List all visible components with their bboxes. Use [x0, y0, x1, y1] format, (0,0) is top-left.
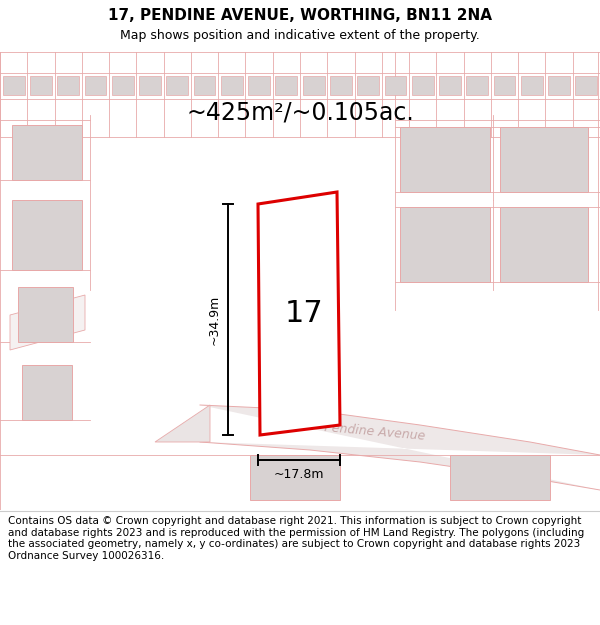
Bar — [12, 200, 82, 270]
Bar — [548, 76, 570, 94]
Bar — [112, 76, 134, 94]
Bar — [57, 76, 79, 94]
Bar — [3, 76, 25, 94]
Polygon shape — [10, 295, 85, 350]
Bar — [400, 127, 490, 192]
Text: Contains OS data © Crown copyright and database right 2021. This information is : Contains OS data © Crown copyright and d… — [8, 516, 584, 561]
Text: Pendine Avenue: Pendine Avenue — [324, 421, 426, 443]
Bar — [412, 76, 434, 94]
Bar — [250, 455, 340, 500]
Bar — [303, 76, 325, 94]
Bar — [330, 76, 352, 94]
Bar — [466, 76, 488, 94]
Bar — [18, 287, 73, 342]
Bar — [248, 76, 270, 94]
Text: ~425m²/~0.105ac.: ~425m²/~0.105ac. — [186, 100, 414, 124]
Bar — [500, 127, 588, 192]
Bar — [500, 207, 588, 282]
Bar — [12, 125, 82, 180]
Bar — [166, 76, 188, 94]
Text: ~17.8m: ~17.8m — [274, 468, 324, 481]
Bar — [30, 76, 52, 94]
Polygon shape — [155, 405, 210, 442]
Text: 17: 17 — [284, 299, 323, 329]
Bar — [521, 76, 543, 94]
Bar — [450, 455, 550, 500]
Text: 17, PENDINE AVENUE, WORTHING, BN11 2NA: 17, PENDINE AVENUE, WORTHING, BN11 2NA — [108, 9, 492, 24]
Bar — [275, 76, 297, 94]
Bar — [400, 207, 490, 282]
Bar — [85, 76, 106, 94]
Bar — [22, 365, 72, 420]
Bar — [194, 76, 215, 94]
Polygon shape — [200, 405, 600, 490]
Bar — [494, 76, 515, 94]
Polygon shape — [258, 192, 340, 435]
Text: Map shows position and indicative extent of the property.: Map shows position and indicative extent… — [120, 29, 480, 42]
Bar — [221, 76, 243, 94]
Bar — [139, 76, 161, 94]
Bar — [357, 76, 379, 94]
Text: ~34.9m: ~34.9m — [208, 294, 221, 344]
Bar — [575, 76, 597, 94]
Bar — [385, 76, 406, 94]
Bar — [439, 76, 461, 94]
